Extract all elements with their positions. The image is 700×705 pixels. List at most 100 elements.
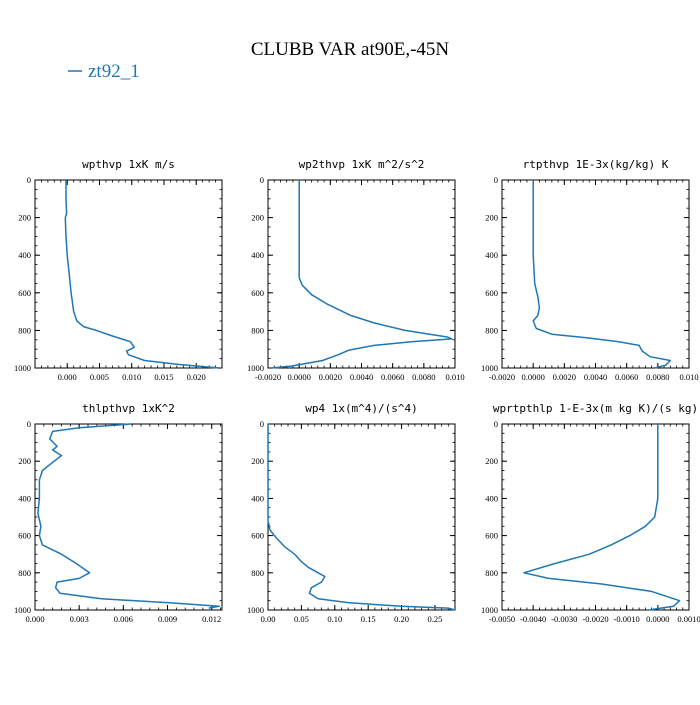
x-tick-label: 0.009 — [158, 614, 177, 624]
y-tick-label: 800 — [18, 325, 31, 335]
x-tick-label: 0.0020 — [319, 372, 342, 382]
x-tick-label: 0.010 — [679, 372, 698, 382]
y-tick-label: 800 — [485, 325, 498, 335]
y-tick-label: 400 — [18, 493, 31, 503]
y-tick-label: 600 — [485, 531, 498, 541]
panel-title: wp2thvp 1xK m^2/s^2 — [299, 158, 425, 171]
y-tick-label: 600 — [18, 531, 31, 541]
y-tick-label: 1000 — [481, 605, 498, 615]
panel-title: wprtpthlp 1-E-3x(m kg K)/(s kg) — [493, 402, 698, 415]
y-tick-label: 600 — [251, 288, 264, 298]
panel-1: wpthvp 1xK m/s 0.000 0.005 0.010 0.015 0.020 0… — [14, 158, 223, 382]
x-tick-label: 0.0010 — [677, 614, 700, 624]
panel-title: thlpthvp 1xK^2 — [82, 402, 175, 415]
x-tick-label: 0.05 — [294, 614, 309, 624]
x-tick-label: 0.0080 — [646, 372, 669, 382]
x-tick-label: 0.010 — [445, 372, 464, 382]
panel-frame — [501, 179, 690, 369]
x-tick-label: 0.10 — [327, 614, 342, 624]
series-line-1 — [37, 423, 220, 609]
x-tick-label: -0.0020 — [489, 372, 515, 382]
x-tick-label: 0.20 — [394, 614, 409, 624]
y-tick-label: 400 — [251, 493, 264, 503]
panel-title: wpthvp 1xK m/s — [82, 158, 175, 171]
panel-title: rtpthvp 1E-3x(kg/kg) K — [523, 158, 669, 171]
y-tick-label: 600 — [18, 288, 31, 298]
x-tick-label: 0.0040 — [584, 372, 607, 382]
y-tick-label: 0 — [27, 419, 31, 429]
x-tick-label: 0.0060 — [615, 372, 638, 382]
x-tick-label: 0.005 — [90, 372, 109, 382]
panel-3: rtpthvp 1E-3x(kg/kg) K -0.0020 0.0000 0.002… — [481, 158, 699, 382]
y-tick-label: 800 — [251, 568, 264, 578]
y-tick-label: 200 — [251, 213, 264, 223]
y-tick-label: 400 — [18, 250, 31, 260]
figure-title: CLUBB VAR at90E,-45N — [251, 39, 450, 60]
y-tick-label: 1000 — [14, 363, 31, 373]
x-tick-label: 0.012 — [202, 614, 221, 624]
x-tick-label: 0.0020 — [553, 372, 576, 382]
x-tick-label: 0.0000 — [521, 372, 544, 382]
y-tick-label: 200 — [18, 456, 31, 466]
x-tick-label: -0.0020 — [255, 372, 281, 382]
y-tick-label: 0 — [27, 175, 31, 185]
series-line-1 — [532, 180, 672, 369]
y-tick-label: 600 — [251, 531, 264, 541]
y-tick-label: 0 — [260, 419, 264, 429]
y-tick-label: 600 — [485, 288, 498, 298]
x-tick-label: 0.0000 — [287, 372, 310, 382]
x-tick-label: -0.0040 — [520, 614, 546, 624]
panel-title: wp4 1x(m^4)/(s^4) — [305, 402, 418, 415]
x-tick-label: 0.0080 — [412, 372, 435, 382]
y-tick-label: 1000 — [247, 605, 264, 615]
panel-frame — [267, 179, 456, 369]
panel-frame — [34, 179, 223, 369]
x-tick-label: 0.00 — [261, 614, 276, 624]
y-tick-label: 1000 — [481, 363, 498, 373]
y-tick-label: 400 — [485, 493, 498, 503]
series-line-1 — [271, 180, 453, 369]
y-tick-label: 0 — [260, 175, 264, 185]
panel-4: thlpthvp 1xK^2 0.000 0.003 0.006 0.009 0.012 0… — [14, 402, 223, 624]
x-tick-label: 0.020 — [187, 372, 206, 382]
x-tick-label: 0.000 — [58, 372, 77, 382]
x-tick-label: 0.0000 — [646, 614, 669, 624]
y-tick-label: 800 — [485, 568, 498, 578]
series-line-1 — [64, 180, 219, 369]
x-tick-label: 0.0040 — [350, 372, 373, 382]
x-tick-label: 0.003 — [70, 614, 89, 624]
y-tick-label: 200 — [18, 213, 31, 223]
x-tick-label: 0.0060 — [381, 372, 404, 382]
panel-frame — [267, 423, 456, 611]
y-tick-label: 200 — [485, 456, 498, 466]
x-tick-label: 0.010 — [122, 372, 141, 382]
y-tick-label: 0 — [494, 175, 498, 185]
panel-2: wp2thvp 1xK m^2/s^2 -0.0020 0.0000 0.0020 0.… — [247, 158, 465, 382]
series-line-1 — [267, 424, 456, 611]
x-tick-label: -0.0050 — [489, 614, 515, 624]
x-tick-label: 0.006 — [114, 614, 133, 624]
panels: wpthvp 1xK m/s0.000 0.005 0.010 0.015 0.0200… — [14, 158, 700, 624]
x-tick-label: -0.0020 — [582, 614, 608, 624]
x-tick-label: 0.25 — [428, 614, 443, 624]
x-tick-label: 0.15 — [361, 614, 376, 624]
y-tick-label: 800 — [251, 325, 264, 335]
legend: zt92_1 — [68, 61, 140, 82]
y-tick-label: 200 — [251, 456, 264, 466]
y-tick-label: 1000 — [14, 605, 31, 615]
y-tick-label: 400 — [251, 250, 264, 260]
y-tick-label: 200 — [485, 213, 498, 223]
y-tick-label: 800 — [18, 568, 31, 578]
y-tick-label: 400 — [485, 250, 498, 260]
x-tick-label: -0.0010 — [614, 614, 640, 624]
x-tick-label: -0.0030 — [551, 614, 577, 624]
y-tick-label: 0 — [494, 419, 498, 429]
panel-frame — [501, 423, 690, 611]
panel-6: wprtpthlp 1-E-3x(m kg K)/(s kg) -0.0050 -0… — [481, 402, 700, 624]
y-tick-label: 1000 — [247, 363, 264, 373]
x-tick-label: 0.000 — [25, 614, 44, 624]
panel-frame — [34, 423, 223, 611]
panel-5: wp4 1x(m^4)/(s^4) 0.00 0.05 0.10 0.15 0.20 0.2… — [247, 402, 456, 624]
